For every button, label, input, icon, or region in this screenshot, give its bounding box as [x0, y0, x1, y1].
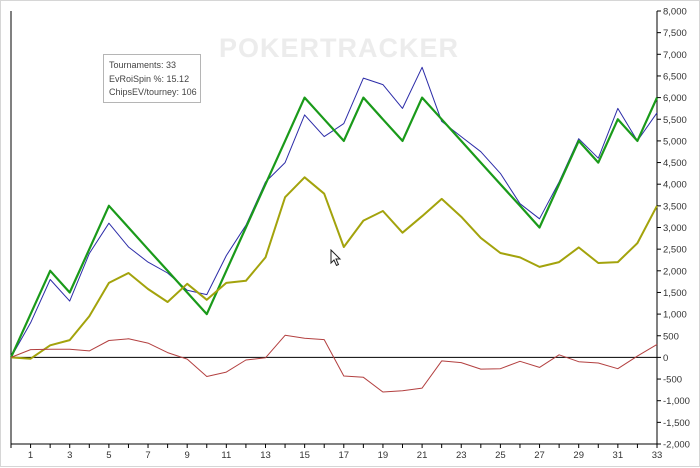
x-tick-label: 3: [67, 450, 72, 461]
x-tick-label: 27: [534, 450, 545, 461]
x-tick-label: 19: [378, 450, 389, 461]
y-tick-label: 7,500: [663, 28, 687, 39]
x-tick-label: 23: [456, 450, 467, 461]
tournaments-stat: Tournaments: 33: [109, 59, 200, 73]
evroi-stat: EvRoiSpin %: 15.12: [109, 73, 200, 87]
evroi-value: 15.12: [166, 73, 190, 84]
y-tick-label: 0: [663, 353, 668, 364]
y-tick-label: 2,000: [663, 266, 687, 277]
y-tick-label: 1,000: [663, 310, 687, 321]
y-tick-label: 7,000: [663, 50, 687, 61]
chipsev-value: 106: [181, 87, 197, 97]
x-tick-label: 33: [652, 450, 663, 461]
x-tick-label: 31: [613, 450, 624, 461]
x-tick-label: 15: [299, 450, 310, 461]
y-tick-label: -1,000: [663, 396, 690, 407]
y-tick-label: 5,000: [663, 136, 687, 147]
tournaments-value: 33: [166, 60, 177, 70]
x-tick-label: 17: [338, 450, 349, 461]
x-tick-label: 21: [417, 450, 428, 461]
watermark-text: POKERTRACKER: [219, 33, 459, 63]
y-tick-label: -1,500: [663, 418, 690, 429]
x-tick-label: 11: [221, 450, 231, 461]
series-group: [9, 66, 659, 393]
y-tick-label: 1,500: [663, 288, 687, 299]
y-tick-label: 500: [663, 331, 679, 342]
mouse-cursor-icon: [330, 249, 342, 267]
y-tick-label: 2,500: [663, 245, 687, 256]
chipsev-label: ChipsEV/tourney:: [109, 87, 180, 97]
chipsev-stat: ChipsEV/tourney: 106: [109, 86, 200, 100]
x-tick-label: 7: [145, 450, 150, 461]
difference-line: [10, 334, 658, 393]
y-tick-label: 5,500: [663, 115, 687, 126]
y-tick-label: 4,000: [663, 180, 687, 191]
x-tick-label: 29: [573, 450, 584, 461]
evroi-label: EvRoiSpin %:: [109, 73, 165, 84]
tournaments-label: Tournaments:: [109, 60, 164, 70]
y-tick-label: 4,500: [663, 158, 687, 169]
chips-ev-line: [10, 66, 658, 358]
x-tick-label: 25: [495, 450, 506, 461]
y-tick-label: 6,500: [663, 71, 687, 82]
y-tick-label: 6,000: [663, 93, 687, 104]
y-tick-label: 3,000: [663, 223, 687, 234]
x-tick-label: 1: [28, 450, 33, 461]
stats-info-box: Tournaments: 33 EvRoiSpin %: 15.12 Chips…: [103, 54, 201, 103]
chips-won-line: [9, 96, 659, 358]
y-tick-label: -2,000: [663, 440, 690, 451]
x-tick-label: 9: [185, 450, 190, 461]
y-tick-label: 8,000: [663, 7, 687, 18]
y-tick-label: -500: [663, 375, 682, 386]
x-tick-label: 13: [260, 450, 271, 461]
axes: 8,000 7,500 7,000 6,500 6,000 5,500 5,000 4,500…: [10, 7, 690, 461]
adjusted-line: [10, 176, 658, 360]
y-tick-label: 3,500: [663, 201, 687, 212]
x-tick-label: 5: [106, 450, 111, 461]
